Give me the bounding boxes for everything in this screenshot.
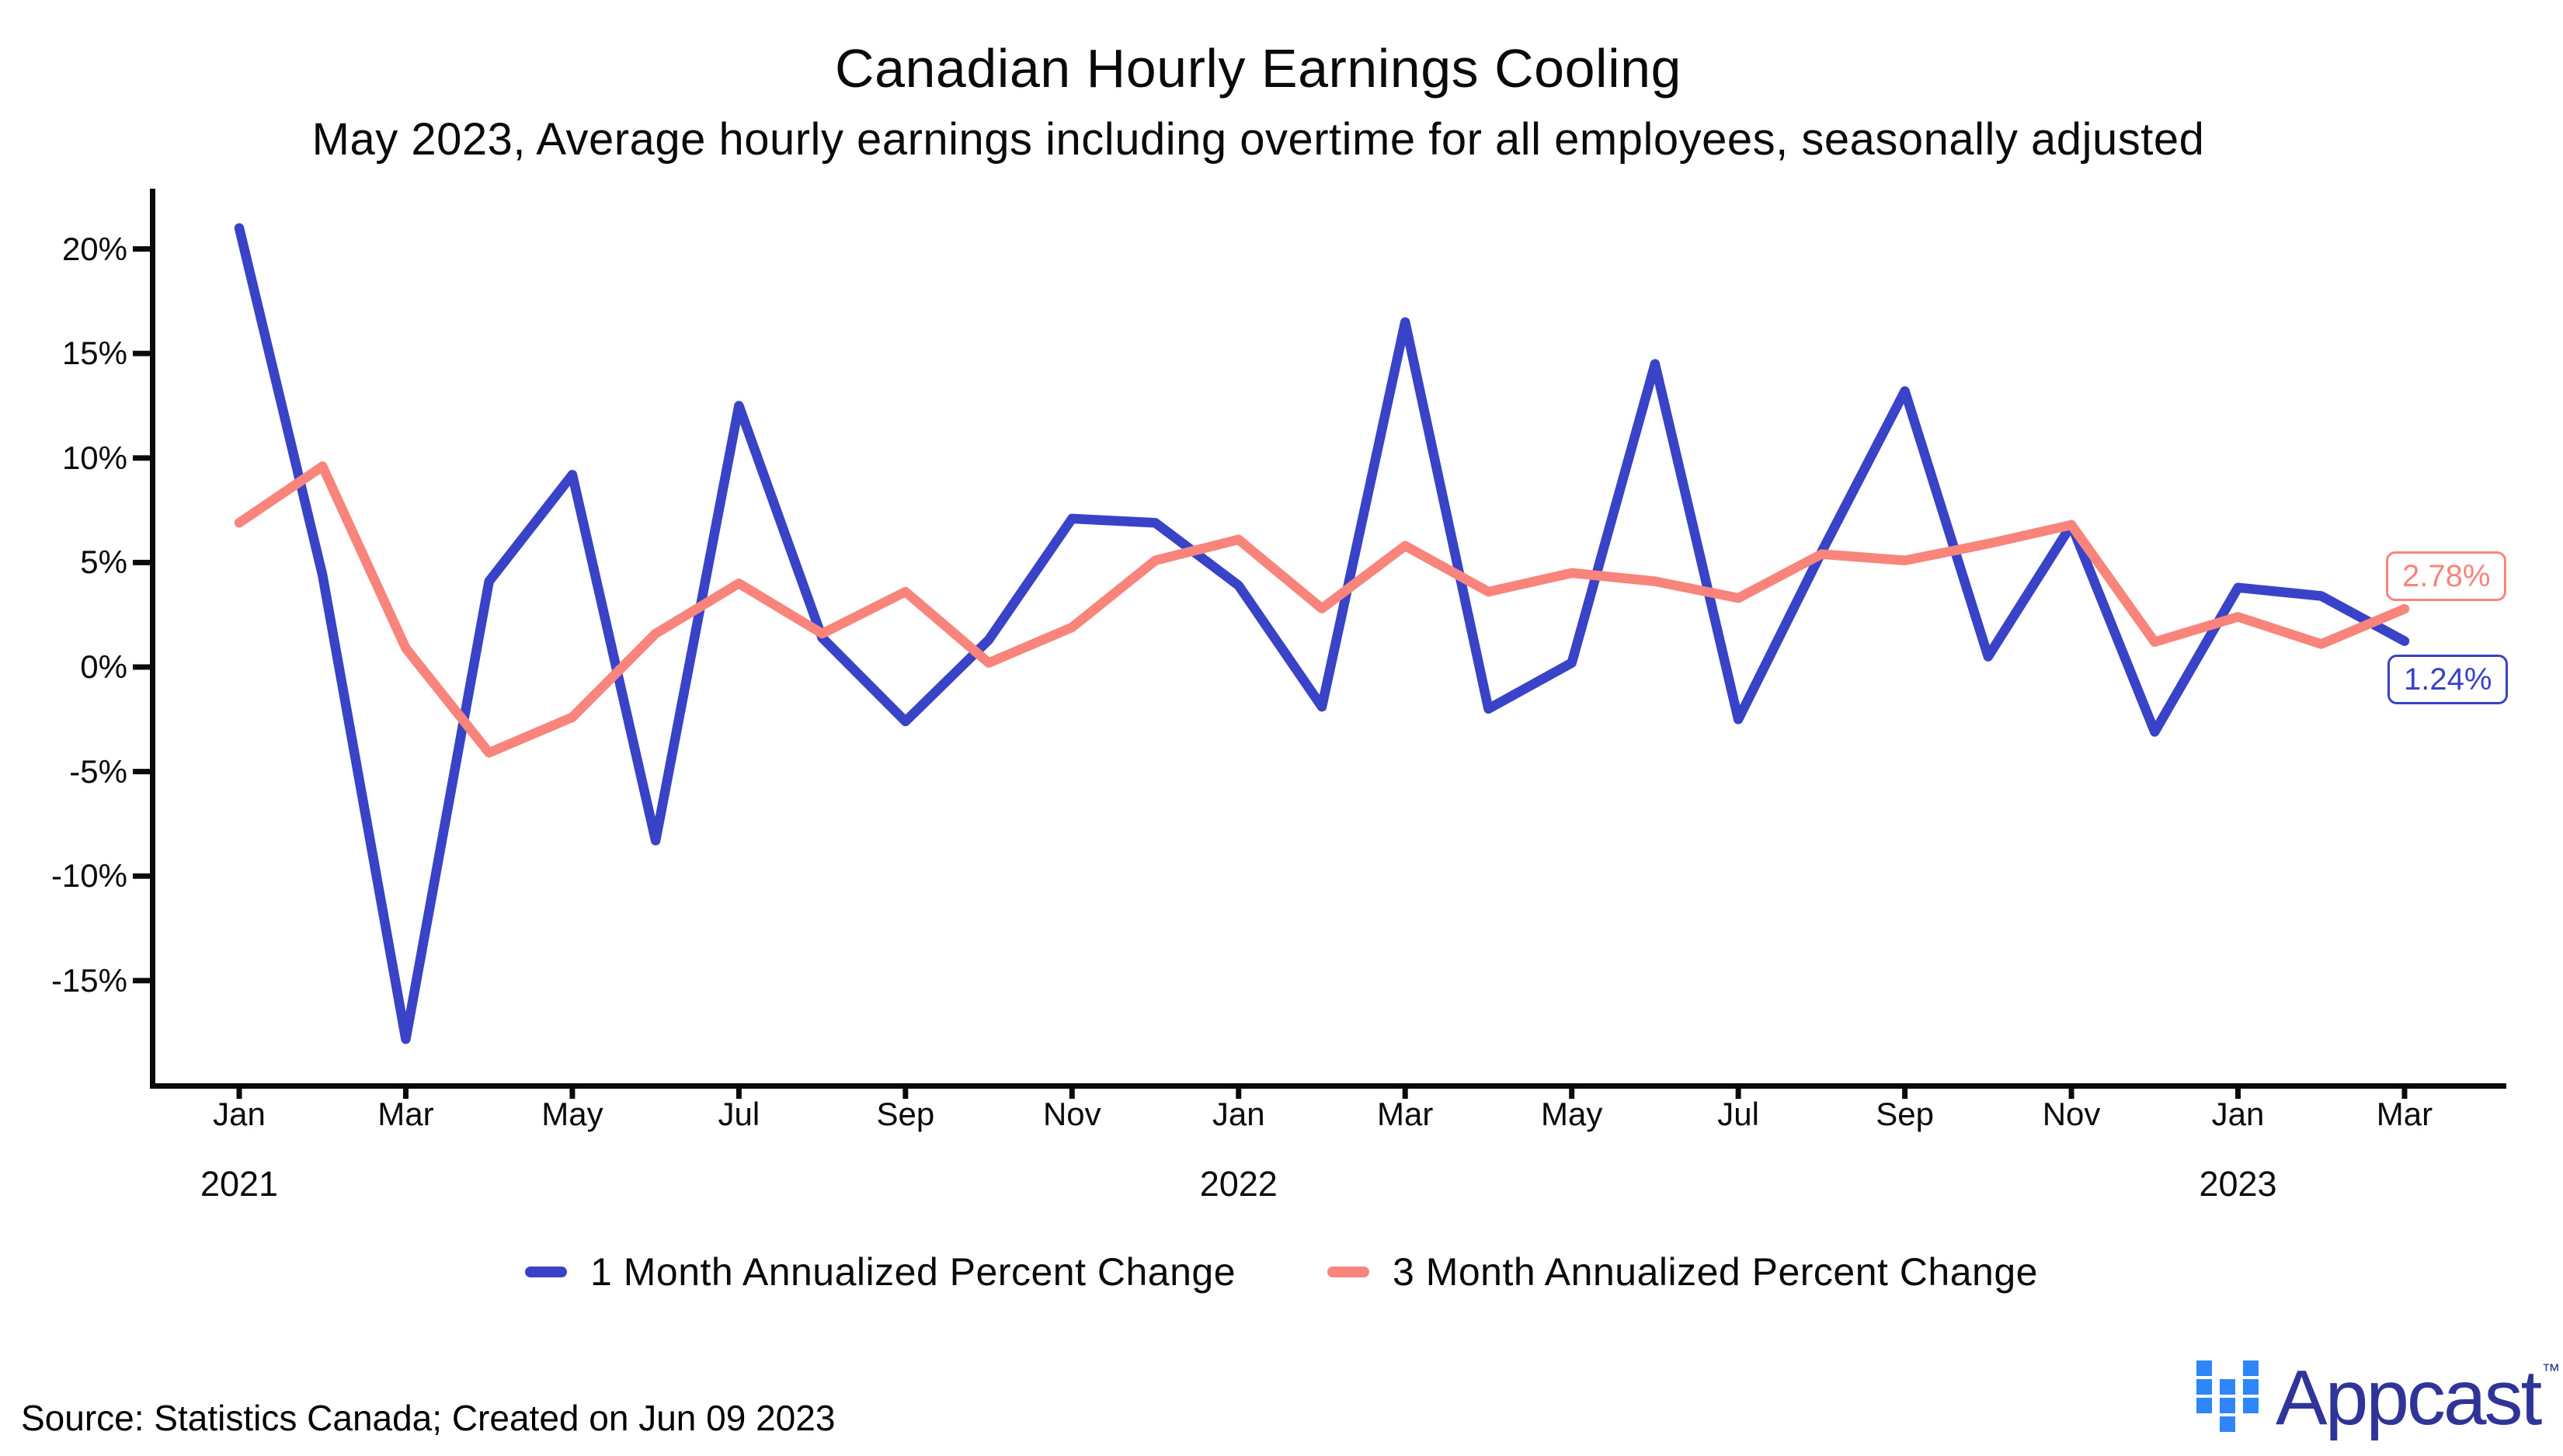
axis-line (402, 1089, 409, 1099)
logo-grid-square (2243, 1398, 2259, 1413)
appcast-logo-text: Appcast (2276, 1354, 2542, 1441)
x-axis-year-label: 2022 (1199, 1164, 1278, 1204)
y-tick-label: 10% (61, 439, 127, 476)
logo-grid-square (2243, 1379, 2259, 1395)
logo-grid-square (2220, 1416, 2235, 1432)
axis-line (1569, 1089, 1575, 1099)
y-tick-label: 20% (61, 230, 127, 267)
y-tick-label: -15% (50, 961, 127, 999)
appcast-logo: Appcast ™ (2196, 1354, 2561, 1441)
end-value-label-1-month: 1.24% (2387, 654, 2509, 704)
axis-line (133, 873, 150, 879)
axis-line (736, 1089, 742, 1099)
axis-line (569, 1089, 576, 1099)
y-tick-label: -10% (50, 857, 127, 895)
axis-line (236, 1089, 242, 1099)
x-tick-label: Jul (1717, 1096, 1759, 1132)
source-note: Source: Statistics Canada; Created on Ju… (21, 1398, 836, 1438)
x-axis-year-label: 2023 (2199, 1164, 2277, 1204)
appcast-logo-tm: ™ (2541, 1360, 2561, 1381)
y-tick-label: 15% (61, 335, 127, 372)
x-tick-label: Mar (2376, 1096, 2433, 1132)
y-tick-label: 0% (80, 648, 127, 685)
axis-line (133, 664, 150, 670)
logo-grid-square (2196, 1398, 2212, 1413)
axis-line (2235, 1089, 2241, 1099)
x-tick-label: May (541, 1096, 603, 1132)
axis-line (1402, 1089, 1408, 1099)
legend: 1 Month Annualized Percent Change 3 Mont… (0, 1241, 2563, 1303)
axis-line (133, 246, 150, 252)
legend-item-1-month: 1 Month Annualized Percent Change (525, 1249, 1236, 1294)
axis-line (133, 455, 150, 461)
legend-swatch-1-month-icon (525, 1267, 568, 1277)
series-line-3-month (234, 461, 2410, 758)
axis-line (1902, 1089, 1908, 1099)
axis-line (133, 769, 150, 775)
x-tick-label: Jul (718, 1096, 760, 1132)
axis-line (150, 189, 155, 1089)
axis-line (902, 1089, 909, 1099)
x-axis-year-label: 2021 (200, 1164, 279, 1204)
axis-line (133, 559, 150, 565)
logo-grid-square (2196, 1379, 2212, 1395)
logo-grid-square (2220, 1379, 2235, 1395)
logo-grid-square (2243, 1360, 2259, 1376)
end-value-label-3-month: 2.78% (2386, 551, 2507, 602)
appcast-logo-grid-icon (2196, 1360, 2259, 1435)
x-tick-label: Mar (377, 1096, 434, 1132)
x-tick-label: Jan (213, 1096, 266, 1132)
chart-subtitle: May 2023, Average hourly earnings includ… (311, 114, 2205, 165)
logo-grid-square (2196, 1360, 2212, 1376)
series-line-1-month (234, 223, 2410, 1044)
x-tick-label: Sep (876, 1096, 935, 1132)
axis-line (1236, 1089, 1242, 1099)
x-tick-label: May (1540, 1096, 1603, 1132)
axis-line (133, 350, 150, 356)
x-tick-label: Sep (1876, 1096, 1934, 1132)
axis-line (1069, 1089, 1075, 1099)
x-tick-label: Jan (1212, 1096, 1265, 1132)
axis-line (1735, 1089, 1741, 1099)
y-tick-label: 5% (80, 544, 127, 581)
axis-line (2068, 1089, 2074, 1099)
chart-title: Canadian Hourly Earnings Cooling (835, 38, 1681, 99)
legend-label-1-month: 1 Month Annualized Percent Change (590, 1250, 1236, 1294)
y-tick-label: -5% (69, 752, 127, 790)
logo-grid-square (2220, 1398, 2235, 1413)
x-tick-label: Nov (1042, 1096, 1101, 1132)
axis-line (133, 978, 150, 984)
legend-swatch-3-month-icon (1327, 1267, 1369, 1277)
x-tick-label: Jan (2211, 1096, 2265, 1132)
legend-item-3-month: 3 Month Annualized Percent Change (1327, 1249, 2038, 1294)
x-tick-label: Nov (2042, 1096, 2101, 1132)
x-tick-label: Mar (1377, 1096, 1434, 1132)
legend-label-3-month: 3 Month Annualized Percent Change (1393, 1250, 2038, 1294)
axis-line (2401, 1089, 2408, 1099)
axis-line (150, 1083, 2506, 1089)
